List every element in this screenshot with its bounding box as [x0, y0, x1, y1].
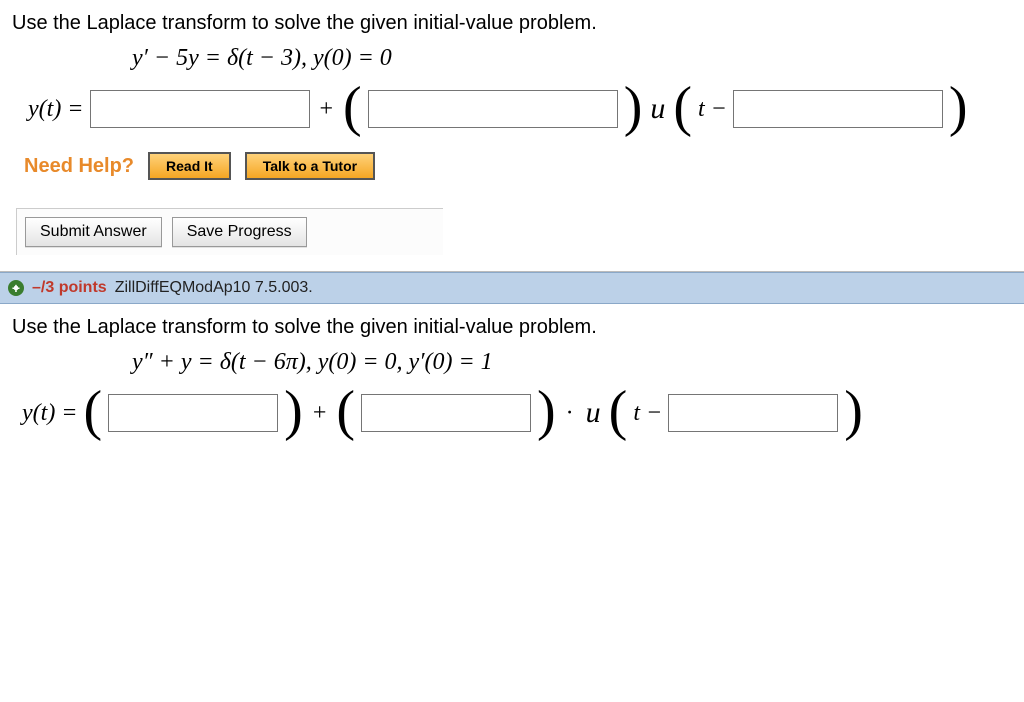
submit-answer-button[interactable]: Submit Answer	[25, 217, 162, 247]
submit-bar: Submit Answer Save Progress	[16, 208, 443, 255]
step-function-u: u	[648, 92, 667, 126]
q2-input-1[interactable]	[108, 394, 278, 432]
q1-prompt: Use the Laplace transform to solve the g…	[12, 12, 1012, 35]
q1-equation: y′ − 5y = δ(t − 3), y(0) = 0	[132, 45, 1012, 72]
t-minus-label: t −	[633, 400, 662, 427]
talk-tutor-button[interactable]: Talk to a Tutor	[245, 152, 375, 180]
dot-op: ·	[562, 400, 578, 427]
save-progress-button[interactable]: Save Progress	[172, 217, 307, 247]
plus-op: +	[316, 96, 338, 123]
q2-input-3[interactable]	[668, 394, 838, 432]
need-help-row: Need Help? Read It Talk to a Tutor	[24, 152, 1012, 180]
read-it-button[interactable]: Read It	[148, 152, 231, 180]
q1-input-2[interactable]	[368, 90, 618, 128]
plus-op: +	[309, 400, 331, 427]
q1-input-3[interactable]	[733, 90, 943, 128]
t-minus-label: t −	[698, 96, 727, 123]
question-id: ZillDiffEQModAp10 7.5.003.	[115, 279, 313, 297]
q2-input-2[interactable]	[361, 394, 531, 432]
q1-answer-row: y(t) = + ( ) u ( t − )	[28, 90, 1012, 128]
points-label: –/3 points	[32, 279, 107, 297]
step-function-u: u	[584, 396, 603, 430]
yt-label: y(t) =	[22, 400, 78, 427]
q2-answer-row: y(t) = ( ) + ( ) · u ( t − )	[22, 394, 1012, 432]
expand-icon[interactable]: +	[8, 280, 24, 296]
yt-label: y(t) =	[28, 96, 84, 123]
q2-equation: y″ + y = δ(t − 6π), y(0) = 0, y′(0) = 1	[132, 349, 1012, 376]
q2-header: + –/3 points ZillDiffEQModAp10 7.5.003.	[0, 272, 1024, 304]
q1-input-1[interactable]	[90, 90, 310, 128]
q2-prompt: Use the Laplace transform to solve the g…	[12, 316, 1012, 339]
need-help-label: Need Help?	[24, 155, 134, 178]
